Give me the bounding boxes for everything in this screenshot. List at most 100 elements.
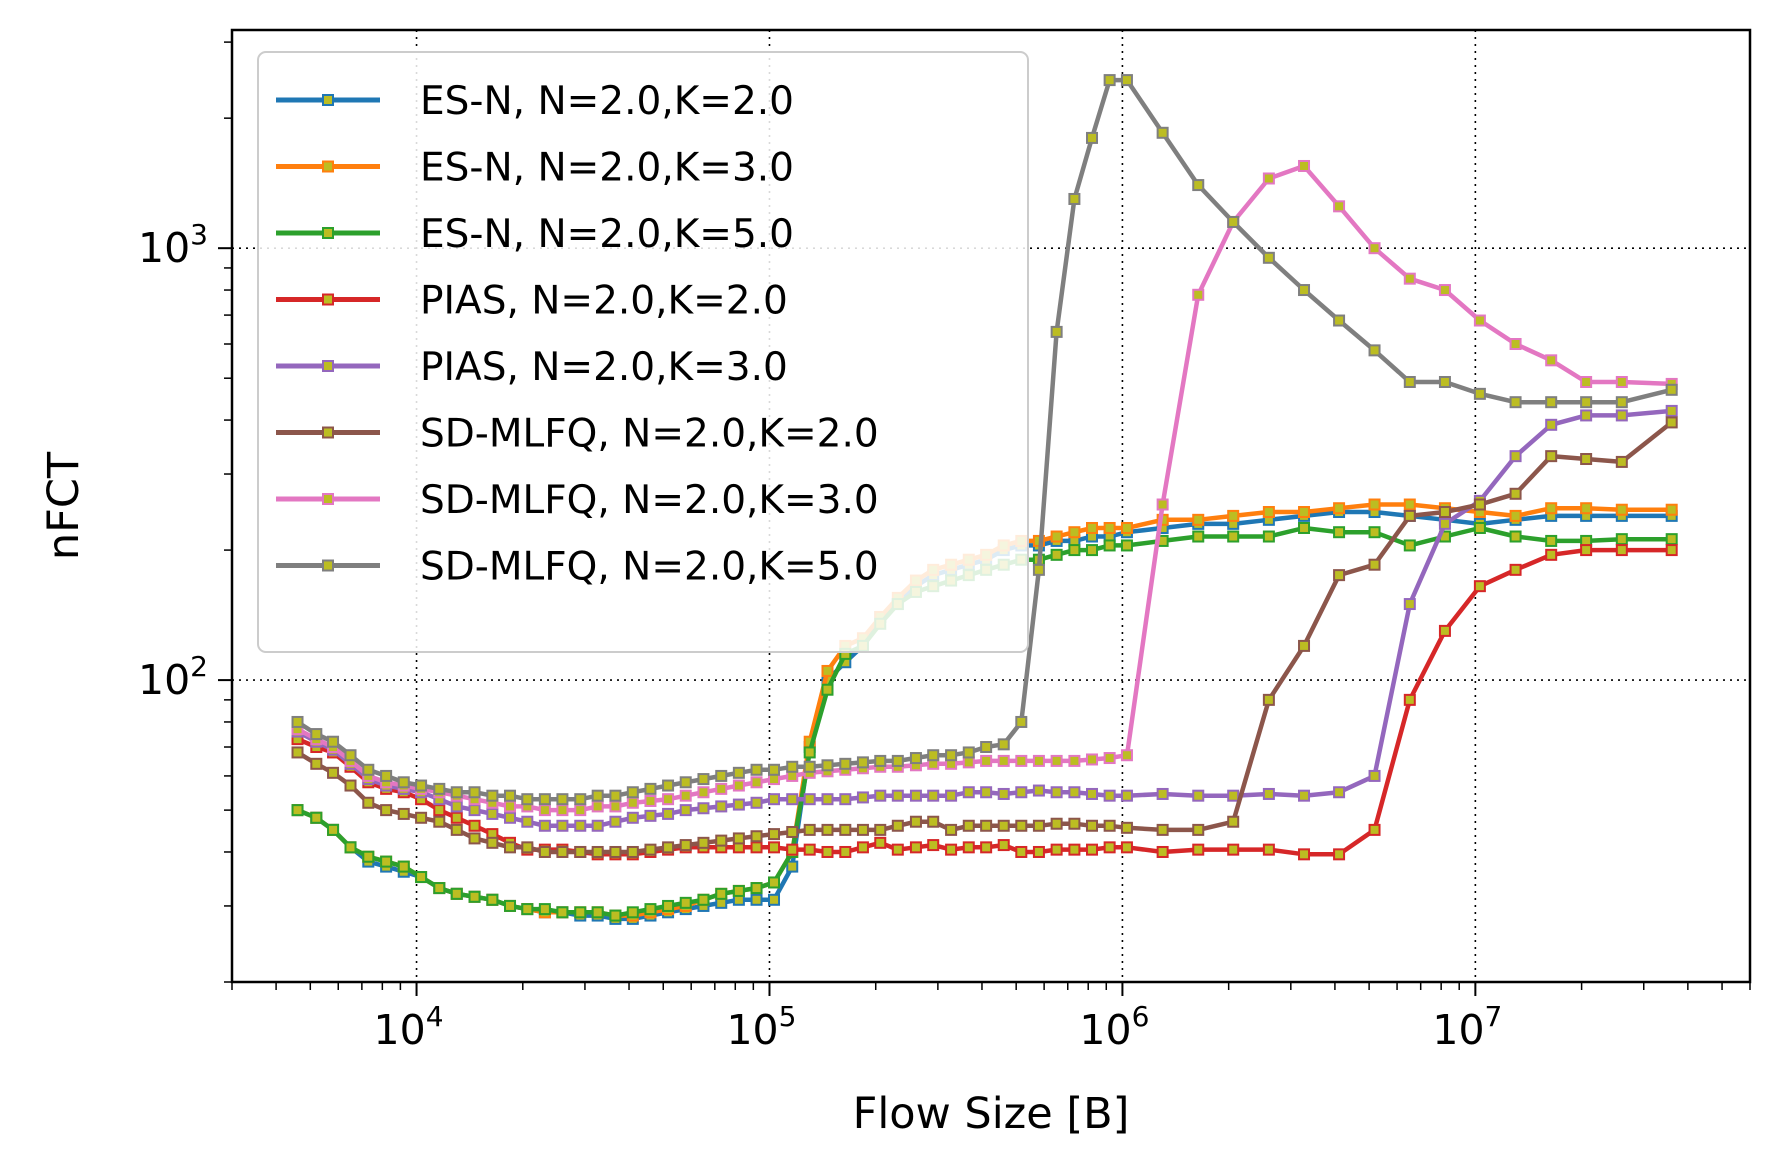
- data-point: [380, 804, 393, 817]
- data-point: [1333, 786, 1346, 799]
- legend-item: ES-N, N=2.0,K=3.0: [276, 146, 794, 191]
- data-point: [486, 893, 499, 906]
- data-point: [1156, 787, 1169, 800]
- data-point: [1192, 789, 1205, 802]
- data-point: [803, 843, 816, 856]
- data-point: [1050, 754, 1063, 767]
- series-6: [291, 416, 1678, 858]
- legend-swatch-marker: [322, 493, 334, 505]
- data-point: [1545, 450, 1558, 463]
- data-point: [644, 809, 657, 822]
- data-point: [1192, 179, 1205, 192]
- data-point: [891, 789, 904, 802]
- data-point: [1403, 498, 1416, 511]
- data-point: [786, 860, 799, 873]
- data-point: [1298, 521, 1311, 534]
- data-point: [468, 804, 481, 817]
- data-point: [997, 754, 1010, 767]
- data-point: [962, 819, 975, 832]
- data-point: [768, 828, 781, 841]
- data-point: [1032, 819, 1045, 832]
- data-point: [1615, 533, 1628, 546]
- data-point: [1050, 843, 1063, 856]
- data-point: [433, 815, 446, 828]
- data-point: [380, 769, 393, 782]
- data-point: [1120, 841, 1133, 854]
- data-point: [821, 793, 834, 806]
- data-point: [697, 893, 710, 906]
- data-point: [679, 839, 692, 852]
- data-point: [556, 906, 569, 919]
- data-point: [1015, 715, 1028, 728]
- data-point: [715, 782, 728, 795]
- data-point: [1050, 786, 1063, 799]
- legend-swatch-marker: [322, 360, 334, 372]
- data-point: [1192, 513, 1205, 526]
- data-point: [433, 882, 446, 895]
- data-point: [715, 887, 728, 900]
- data-point: [1086, 753, 1099, 766]
- data-point: [803, 823, 816, 836]
- data-point: [450, 887, 463, 900]
- legend-swatch-marker: [322, 426, 334, 439]
- data-point: [1333, 526, 1346, 539]
- data-point: [786, 793, 799, 806]
- data-point: [1368, 769, 1381, 782]
- data-point: [1509, 338, 1522, 351]
- legend-item: SD-MLFQ, N=2.0,K=5.0: [276, 545, 879, 590]
- data-point: [980, 841, 993, 854]
- data-point: [1103, 819, 1116, 832]
- data-point: [1068, 817, 1081, 830]
- data-point: [909, 841, 922, 854]
- data-point: [504, 841, 517, 854]
- data-point: [1262, 693, 1275, 706]
- data-point: [1509, 563, 1522, 576]
- data-point: [1015, 754, 1028, 767]
- data-point: [1368, 526, 1381, 539]
- data-point: [1333, 848, 1346, 861]
- data-point: [1086, 544, 1099, 557]
- data-point: [591, 789, 604, 802]
- data-point: [997, 738, 1010, 751]
- data-point: [1120, 539, 1133, 552]
- data-point: [1103, 841, 1116, 854]
- data-point: [609, 845, 622, 858]
- data-point: [397, 807, 410, 820]
- data-point: [486, 836, 499, 849]
- data-point: [1068, 786, 1081, 799]
- data-point: [450, 786, 463, 799]
- y-axis-label: nFCT: [39, 451, 89, 560]
- data-point: [962, 756, 975, 769]
- data-point: [874, 754, 887, 767]
- data-point: [1192, 823, 1205, 836]
- data-point: [997, 819, 1010, 832]
- data-point: [1120, 821, 1133, 834]
- data-point: [1509, 530, 1522, 543]
- data-point: [1298, 639, 1311, 652]
- data-point: [1509, 450, 1522, 463]
- data-point: [927, 815, 940, 828]
- data-point: [1227, 215, 1240, 228]
- data-point: [662, 807, 675, 820]
- legend-label: PIAS, N=2.0,K=3.0: [420, 345, 788, 390]
- data-point: [1473, 580, 1486, 593]
- data-point: [927, 789, 940, 802]
- data-point: [909, 815, 922, 828]
- data-point: [1015, 786, 1028, 799]
- data-point: [380, 855, 393, 868]
- data-point: [909, 752, 922, 765]
- data-point: [310, 811, 323, 824]
- data-point: [768, 763, 781, 776]
- data-point: [450, 800, 463, 813]
- data-point: [504, 789, 517, 802]
- data-point: [856, 791, 869, 804]
- data-point: [891, 754, 904, 767]
- data-point: [980, 819, 993, 832]
- x-tick-label: 104: [374, 1000, 444, 1054]
- legend-swatch-marker: [322, 293, 334, 306]
- data-point: [1615, 409, 1628, 422]
- data-point: [291, 746, 304, 759]
- data-point: [909, 789, 922, 802]
- data-point: [1580, 453, 1593, 466]
